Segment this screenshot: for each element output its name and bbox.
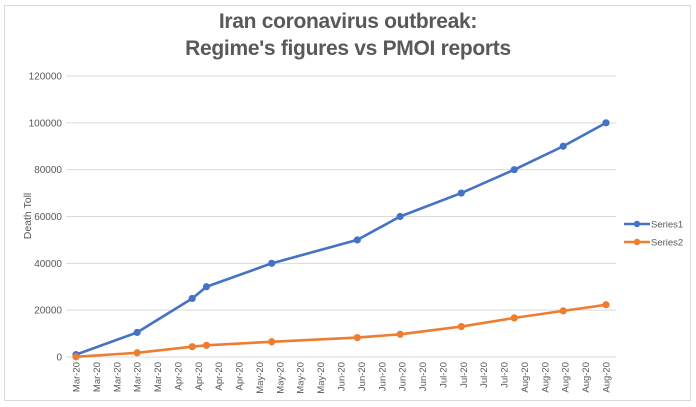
series-lines (72, 119, 610, 361)
series-Series2 (72, 301, 610, 361)
chart-title-line1: Iran coronavirus outbreak: (218, 10, 478, 33)
legend-label: Series1 (651, 220, 683, 231)
y-axis-title: Death Toll (22, 193, 34, 240)
x-tick-label: Jun-20 (418, 362, 429, 391)
chart-title-line2: Regime's figures vs PMOI reports (185, 37, 511, 60)
x-tick-label: Jun-20 (398, 362, 409, 391)
data-point (396, 330, 404, 338)
x-axis-ticks: Mar-20 Mar-20 Mar-20 Mar-20 Mar-20 Apr-20 Apr-… (72, 362, 613, 394)
y-tick-label: 20000 (34, 306, 62, 317)
gridlines (66, 75, 616, 358)
y-tick-label: 120000 (29, 72, 63, 83)
legend-label: Series2 (651, 238, 683, 249)
x-tick-label: Aug-20 (540, 362, 551, 393)
data-point (559, 307, 567, 315)
y-tick-label: 40000 (34, 259, 62, 270)
x-tick-label: Jun-20 (337, 362, 348, 391)
x-tick-label: Jul-20 (438, 362, 449, 388)
data-point (353, 333, 361, 342)
x-tick-label: Jun-20 (357, 362, 368, 391)
y-tick-label: 60000 (34, 212, 62, 223)
x-tick-label: Mar-20 (72, 362, 83, 392)
x-tick-label: Apr-20 (173, 362, 184, 391)
y-tick-label: 0 (56, 353, 62, 364)
data-point (268, 338, 276, 346)
data-point (72, 353, 80, 361)
data-point (396, 212, 404, 221)
x-tick-label: Aug-20 (581, 362, 592, 393)
x-tick-label: Jun-20 (377, 362, 388, 391)
data-point (457, 189, 465, 197)
x-tick-label: May-20 (316, 362, 327, 394)
legend-item: Series1 (624, 220, 683, 231)
x-tick-label: Jul-20 (479, 362, 490, 388)
x-tick-label: Mar-20 (112, 362, 123, 392)
y-axis-ticks: 0 20000 40000 60000 80000 100000 120000 (29, 72, 63, 364)
data-point (202, 283, 211, 291)
x-tick-label: Apr-20 (235, 362, 246, 391)
x-tick-label: Mar-20 (92, 362, 103, 392)
series-line (75, 121, 607, 356)
data-point (188, 294, 196, 303)
x-tick-label: May-20 (275, 362, 286, 394)
legend: Series1 Series2 (624, 220, 683, 249)
series-Series1 (72, 119, 610, 359)
y-tick-label: 80000 (34, 165, 62, 176)
x-tick-label: Aug-20 (602, 362, 613, 393)
data-point (133, 349, 141, 357)
x-tick-label: Apr-20 (194, 362, 205, 391)
data-point (188, 343, 196, 351)
data-point (559, 142, 567, 150)
data-point (457, 322, 465, 331)
data-point (268, 259, 276, 267)
legend-marker (633, 238, 641, 246)
y-tick-label: 100000 (29, 118, 63, 129)
x-tick-label: Aug-20 (561, 362, 572, 393)
data-point (202, 341, 211, 349)
data-point (602, 301, 610, 309)
data-point (510, 166, 518, 174)
x-tick-label: Jul-20 (459, 362, 470, 388)
x-tick-label: May-20 (255, 362, 266, 394)
data-point (510, 314, 518, 322)
legend-marker (633, 220, 641, 228)
x-tick-label: May-20 (296, 362, 307, 394)
legend-item: Series2 (624, 238, 683, 249)
x-tick-label: Mar-20 (153, 362, 164, 392)
x-tick-label: Jul-20 (500, 362, 511, 388)
x-tick-label: Aug-20 (520, 362, 531, 393)
data-point (602, 119, 610, 127)
x-tick-label: Apr-20 (214, 362, 225, 391)
data-point (353, 236, 361, 244)
x-tick-label: Mar-20 (133, 362, 144, 392)
data-point (133, 328, 141, 337)
chart-frame (4, 5, 691, 401)
series-line (75, 303, 607, 359)
